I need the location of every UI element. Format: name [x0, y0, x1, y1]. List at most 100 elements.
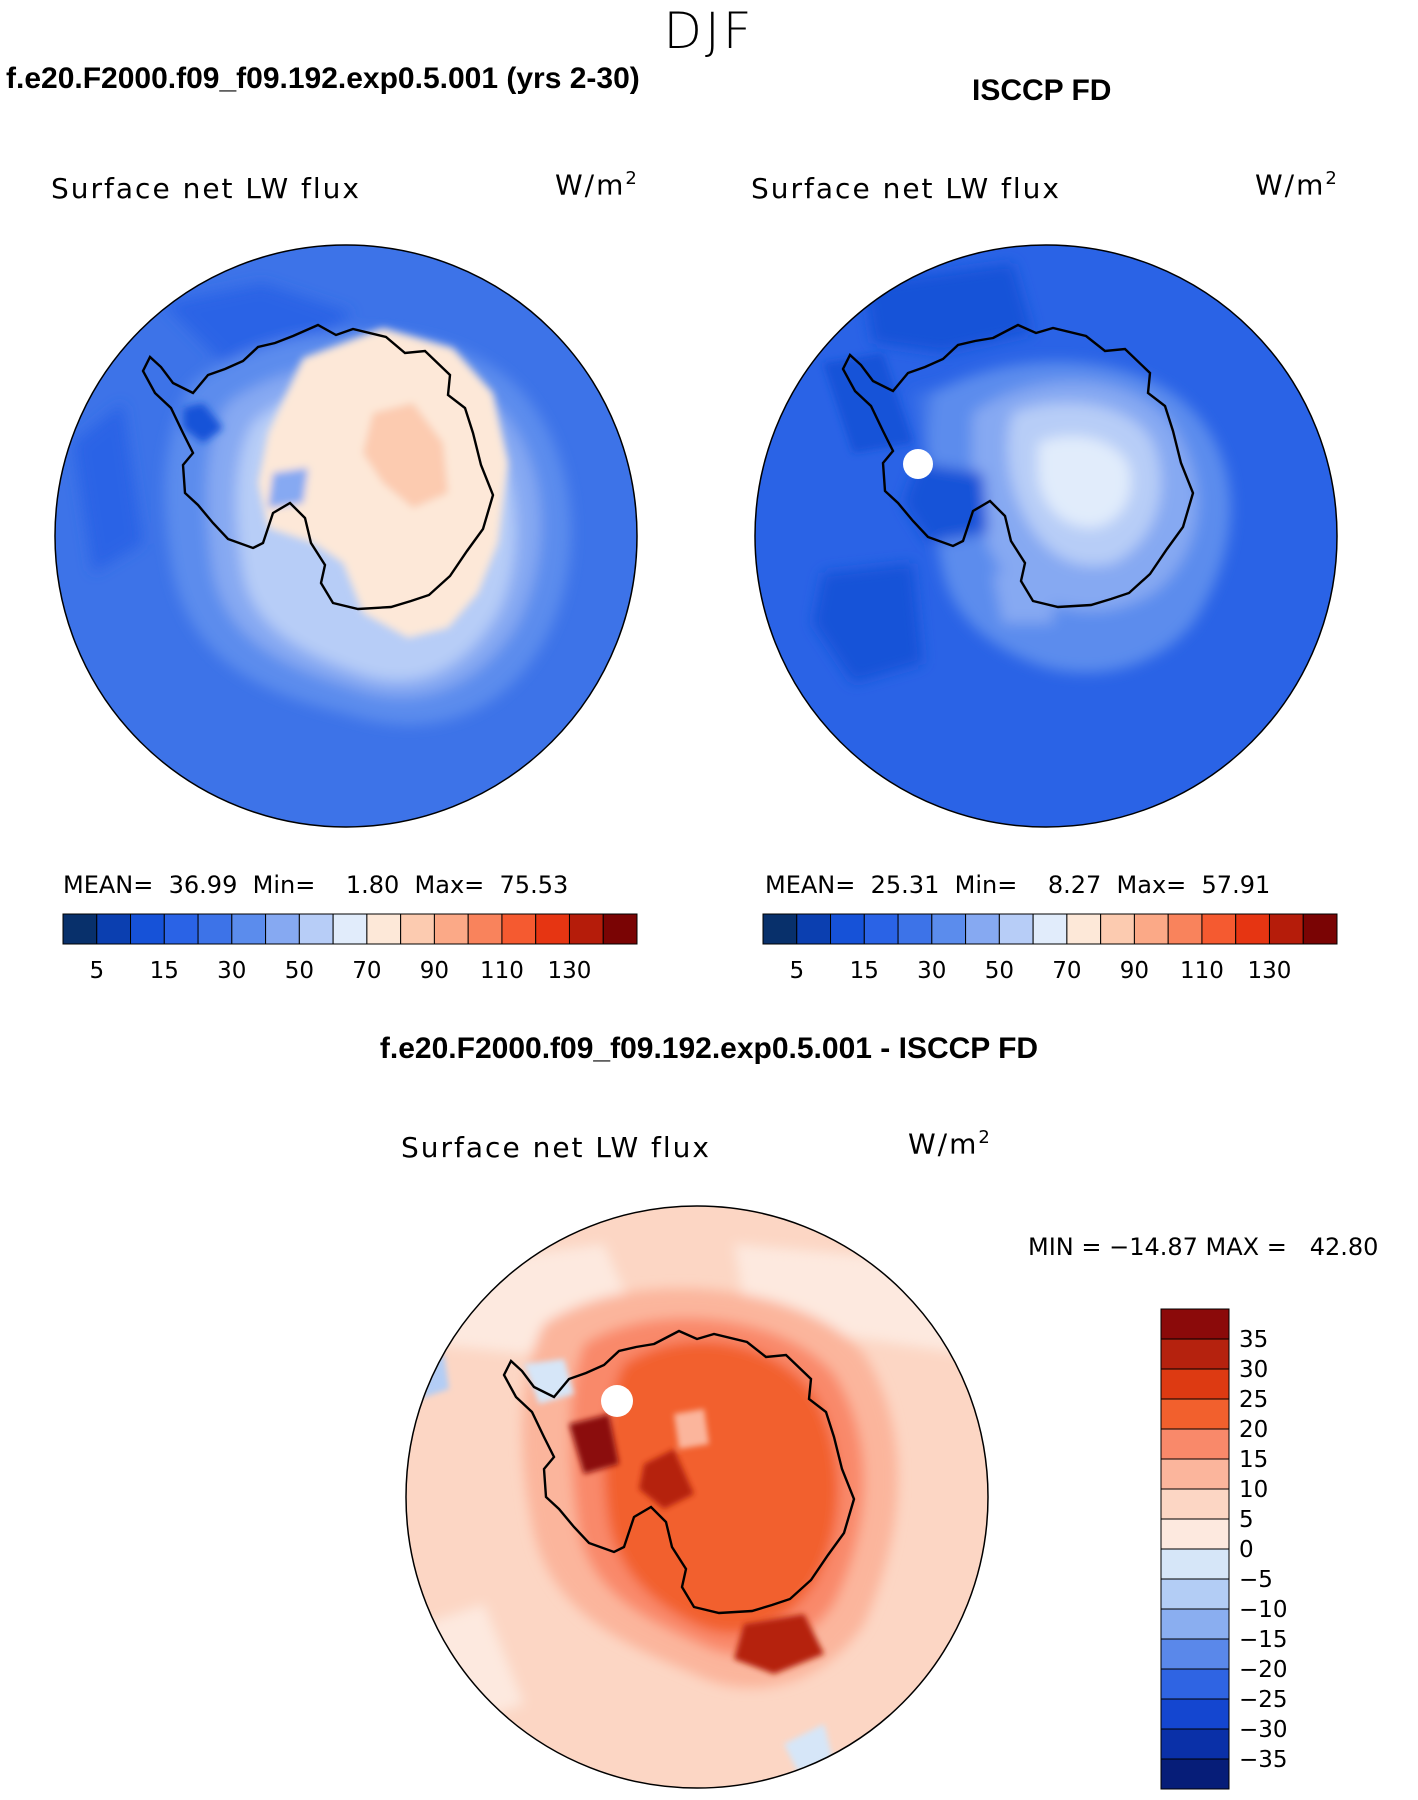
model-colorbar: 5 15 30 50 70 90 110 130 [62, 913, 638, 984]
diff-panel-title: f.e20.F2000.f09_f09.192.exp0.5.001 - ISC… [379, 1032, 1039, 1065]
obs-colorbar-swatch [1235, 913, 1270, 945]
obs-panel-title: ISCCP FD [972, 74, 1112, 107]
model-colorbar-swatch [467, 913, 503, 945]
diff-colorbar-swatch [1160, 1518, 1230, 1550]
obs-colorbar-swatch [762, 913, 798, 945]
model-colorbar-swatch [265, 913, 300, 945]
diff-colorbar-tick-label: −5 [1239, 1567, 1273, 1593]
model-colorbar-tick-label: 110 [480, 958, 524, 984]
obs-coastline [841, 323, 1195, 609]
diff-colorbar-tick-label: −15 [1239, 1627, 1288, 1653]
diff-colorbar-swatch [1160, 1428, 1230, 1460]
obs-variable-label: Surface net LW flux [751, 172, 1061, 205]
diff-colorbar-swatch [1160, 1638, 1230, 1670]
obs-colorbar-swatch [796, 913, 832, 945]
diff-colorbar-swatch [1160, 1368, 1230, 1400]
diff-colorbar-tick-label: 0 [1239, 1537, 1254, 1563]
obs-colorbar: 5 15 30 50 70 90 110 130 [762, 913, 1338, 984]
obs-colorbar-tick-label: 50 [985, 958, 1014, 984]
diff-colorbar-swatch [1160, 1758, 1230, 1790]
obs-units-label: W/m2 [1255, 168, 1339, 202]
diff-colorbar-swatch [1160, 1698, 1230, 1730]
model-colorbar-tick-label: 70 [352, 958, 381, 984]
obs-colorbar-tick-label: 15 [850, 958, 879, 984]
diff-colorbar-tick-label: 20 [1239, 1417, 1268, 1443]
diff-colorbar-swatch [1160, 1398, 1230, 1430]
model-panel-title: f.e20.F2000.f09_f09.192.exp0.5.001 (yrs … [6, 62, 640, 95]
diff-colorbar-tick-label: 35 [1239, 1327, 1268, 1353]
diff-colorbar-swatch [1160, 1308, 1230, 1340]
model-colorbar-swatch [602, 913, 638, 945]
diff-colorbar-tick-label: −10 [1239, 1597, 1288, 1623]
model-colorbar-swatch [231, 913, 267, 945]
diff-colorbar-swatch [1160, 1488, 1230, 1520]
diff-colorbar-tick-label: 25 [1239, 1387, 1268, 1413]
obs-colorbar-tick-label: 90 [1120, 958, 1149, 984]
obs-colorbar-swatch [1032, 913, 1068, 945]
obs-colorbar-tick-label: 130 [1248, 958, 1292, 984]
obs-colorbar-tick-label: 70 [1052, 958, 1081, 984]
obs-colorbar-swatch [1167, 913, 1203, 945]
diff-colorbar-tick-label: −30 [1239, 1717, 1288, 1743]
model-colorbar-swatch [96, 913, 132, 945]
obs-colorbar-swatch [1268, 913, 1304, 945]
obs-colorbar-swatch [931, 913, 967, 945]
model-colorbar-tick-label: 30 [217, 958, 246, 984]
obs-colorbar-swatch [897, 913, 933, 945]
diff-variable-label: Surface net LW flux [401, 1131, 711, 1164]
obs-colorbar-tick-label: 5 [789, 958, 804, 984]
obs-colorbar-swatch [1100, 913, 1135, 945]
model-colorbar-tick-label: 50 [285, 958, 314, 984]
diff-units-label: W/m2 [908, 1127, 992, 1161]
model-colorbar-swatch [433, 913, 469, 945]
obs-colorbar-swatch [830, 913, 865, 945]
diff-colorbar-swatch [1160, 1548, 1230, 1580]
model-units-label: W/m2 [555, 168, 639, 202]
model-coastline [141, 323, 495, 611]
model-polar-map [54, 244, 638, 828]
diff-colorbar-swatch [1160, 1458, 1230, 1490]
obs-colorbar-swatch [965, 913, 1000, 945]
model-colorbar-swatch [535, 913, 570, 945]
model-colorbar-swatch [130, 913, 165, 945]
diff-colorbar-tick-label: −25 [1239, 1687, 1288, 1713]
diff-colorbar-swatch [1160, 1338, 1230, 1370]
obs-colorbar-tick-label: 30 [917, 958, 946, 984]
obs-colorbar-swatch [1066, 913, 1102, 945]
model-colorbar-tick-label: 90 [420, 958, 449, 984]
obs-colorbar-tick-label: 110 [1180, 958, 1224, 984]
model-colorbar-swatch [62, 913, 98, 945]
obs-stats: MEAN= 25.31 Min= 8.27 Max= 57.91 [765, 871, 1271, 899]
model-colorbar-tick-label: 15 [150, 958, 179, 984]
diff-colorbar-tick-label: 15 [1239, 1447, 1268, 1473]
diff-polar-map [405, 1205, 989, 1789]
model-colorbar-tick-label: 130 [548, 958, 592, 984]
model-colorbar-swatch [332, 913, 368, 945]
obs-colorbar-swatch [998, 913, 1034, 945]
model-colorbar-swatch [501, 913, 537, 945]
diff-pole-gap [601, 1385, 633, 1417]
diff-colorbar-tick-label: 30 [1239, 1357, 1268, 1383]
diff-colorbar-swatch [1160, 1608, 1230, 1640]
diff-colorbar-tick-label: 10 [1239, 1477, 1268, 1503]
model-colorbar-swatch [400, 913, 435, 945]
model-stats: MEAN= 36.99 Min= 1.80 Max= 75.53 [63, 871, 569, 899]
diff-colorbar-tick-label: 5 [1239, 1507, 1254, 1533]
obs-colorbar-swatch [863, 913, 899, 945]
diff-coastline [502, 1329, 856, 1615]
obs-colorbar-swatch [1201, 913, 1237, 945]
model-colorbar-swatch [163, 913, 199, 945]
model-colorbar-swatch [568, 913, 604, 945]
model-colorbar-swatch [298, 913, 334, 945]
model-variable-label: Surface net LW flux [51, 172, 361, 205]
diff-colorbar-swatch [1160, 1578, 1230, 1610]
obs-pole-gap [903, 449, 933, 479]
model-colorbar-swatch [197, 913, 233, 945]
diff-colorbar-swatch [1160, 1668, 1230, 1700]
obs-colorbar-swatch [1133, 913, 1169, 945]
model-colorbar-swatch [366, 913, 402, 945]
model-colorbar-tick-label: 5 [89, 958, 104, 984]
diff-stats: MIN = −14.87 MAX = 42.80 [1028, 1233, 1379, 1261]
diff-colorbar-tick-label: −35 [1239, 1747, 1288, 1773]
diff-colorbar-swatch [1160, 1728, 1230, 1760]
